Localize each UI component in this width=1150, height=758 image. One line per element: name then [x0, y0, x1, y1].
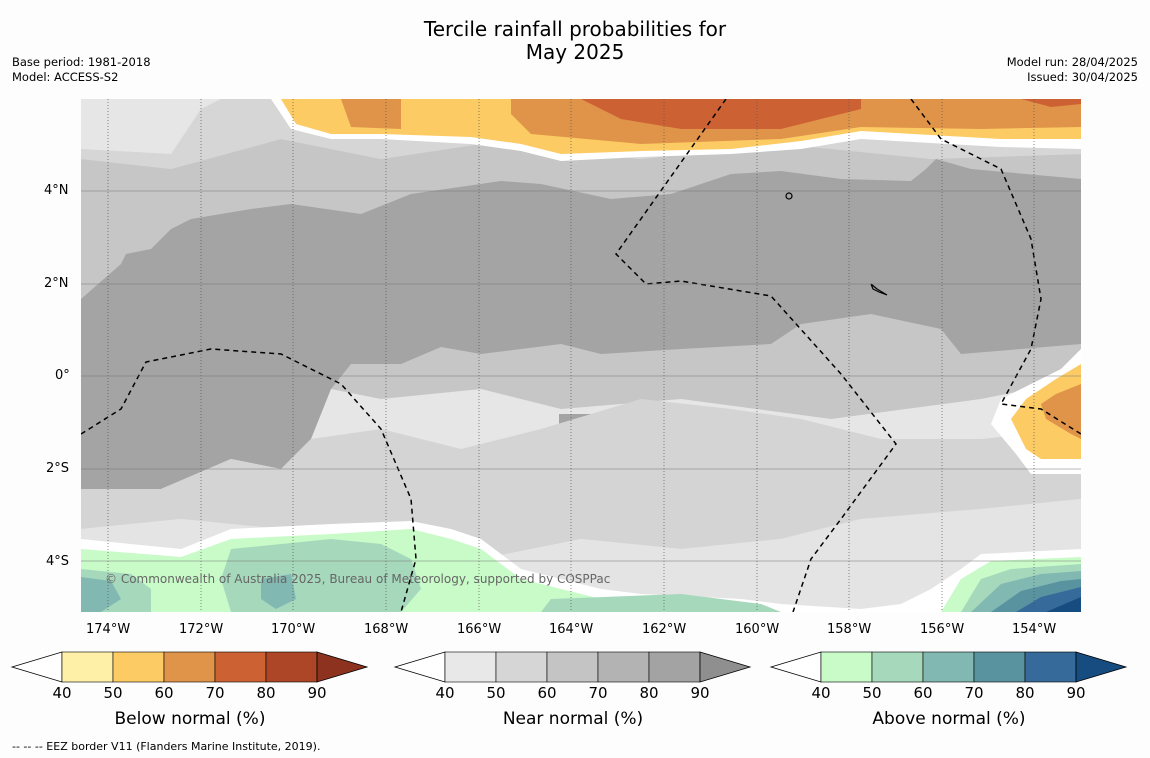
colorbar-segment [648, 651, 701, 683]
colorbar-extend-low [769, 651, 822, 683]
title-line-2: May 2025 [525, 40, 625, 64]
lon-label: 158°W [827, 622, 872, 637]
map-plot [81, 99, 1081, 612]
cb3-tick: 60 [913, 684, 933, 702]
lon-label: 172°W [179, 622, 224, 637]
lon-label: 174°W [86, 622, 131, 637]
lon-label: 164°W [549, 622, 594, 637]
cb1-tick: 80 [256, 684, 276, 702]
model-run: Model run: 28/04/2025 [1006, 55, 1138, 69]
colorbar-segment [61, 651, 114, 683]
meta-left: Base period: 1981-2018 Model: ACCESS-S2 [12, 55, 151, 85]
footer-eez-note: -- -- -- EEZ border V11 (Flanders Marine… [12, 740, 321, 753]
colorbar-segment [444, 651, 497, 683]
above-normal-70-s [261, 574, 296, 609]
lon-label: 170°W [271, 622, 316, 637]
colorbar-extend-low [393, 651, 446, 683]
cb3-tick: 80 [1015, 684, 1035, 702]
above-normal-70-sw [81, 577, 121, 612]
colorbar-segment [546, 651, 599, 683]
colorbar-segment [214, 651, 267, 683]
colorbar-segment [1024, 651, 1077, 683]
cb2-tick: 50 [486, 684, 506, 702]
above-normal-100-se [1046, 597, 1081, 612]
colorbars [10, 651, 1128, 683]
title-line-1: Tercile rainfall probabilities for [423, 17, 727, 41]
cb1-tick: 70 [205, 684, 225, 702]
below-normal-60-east [1041, 384, 1081, 439]
colorbar-segment [112, 651, 165, 683]
near-normal-70-core [81, 159, 1081, 489]
cb3-tick: 70 [964, 684, 984, 702]
eez-border [615, 99, 897, 612]
lat-label: 2°S [46, 461, 70, 476]
lat-label: 4°N [44, 183, 69, 198]
cb1-tick: 60 [154, 684, 174, 702]
colorbar-extend-high [699, 651, 752, 683]
colorbar-segment [871, 651, 924, 683]
near-normal-50-south [81, 399, 1081, 559]
below-normal-70-north [581, 99, 861, 129]
colorbar-segment [973, 651, 1026, 683]
colorbar-segment [922, 651, 975, 683]
colorbar-segment [597, 651, 650, 683]
colorbar-segment [820, 651, 873, 683]
below-normal-label: Below normal (%) [114, 709, 266, 729]
below-normal-60-north [341, 99, 401, 129]
island [785, 192, 793, 200]
eez-border [81, 348, 417, 612]
map-copyright: © Commonwealth of Australia 2025, Bureau… [105, 572, 611, 586]
colorbar-segment [265, 651, 318, 683]
cb2-tick: 80 [639, 684, 659, 702]
cb1-tick: 90 [307, 684, 327, 702]
lat-label: 4°S [46, 554, 70, 569]
base-period: Base period: 1981-2018 [12, 55, 151, 69]
lon-label: 160°W [735, 622, 780, 637]
map-title: Tercile rainfall probabilities for May 2… [0, 18, 1150, 64]
colorbar-segment [163, 651, 216, 683]
near-normal-label: Near normal (%) [502, 709, 644, 729]
cb1-tick: 50 [103, 684, 123, 702]
colorbar-segment [495, 651, 548, 683]
lon-label: 156°W [920, 622, 965, 637]
above-normal-label: Above normal (%) [872, 709, 1026, 729]
eez-border [910, 99, 1081, 435]
island-kiritimati [870, 283, 888, 296]
issued-date: Issued: 30/04/2025 [1027, 70, 1138, 84]
meta-right: Model run: 28/04/2025 Issued: 30/04/2025 [1007, 55, 1138, 85]
cb2-tick: 90 [690, 684, 710, 702]
cb2-tick: 70 [588, 684, 608, 702]
model-name: Model: ACCESS-S2 [12, 70, 119, 84]
lon-label: 166°W [457, 622, 502, 637]
lat-label: 0° [55, 368, 70, 383]
cb1-tick: 40 [52, 684, 72, 702]
above-normal-60-s2 [541, 594, 781, 612]
below-normal-70-north-b [1021, 99, 1081, 107]
cb3-tick: 50 [862, 684, 882, 702]
cb2-tick: 60 [537, 684, 557, 702]
colorbar-extend-high [316, 651, 369, 683]
cb3-tick: 40 [811, 684, 831, 702]
colorbar-extend-low [10, 651, 63, 683]
lat-label: 2°N [44, 276, 69, 291]
lon-label: 162°W [642, 622, 687, 637]
cb2-tick: 40 [435, 684, 455, 702]
colorbar-extend-high [1075, 651, 1128, 683]
lon-label: 168°W [364, 622, 409, 637]
cb3-tick: 90 [1066, 684, 1086, 702]
lon-label: 154°W [1012, 622, 1057, 637]
